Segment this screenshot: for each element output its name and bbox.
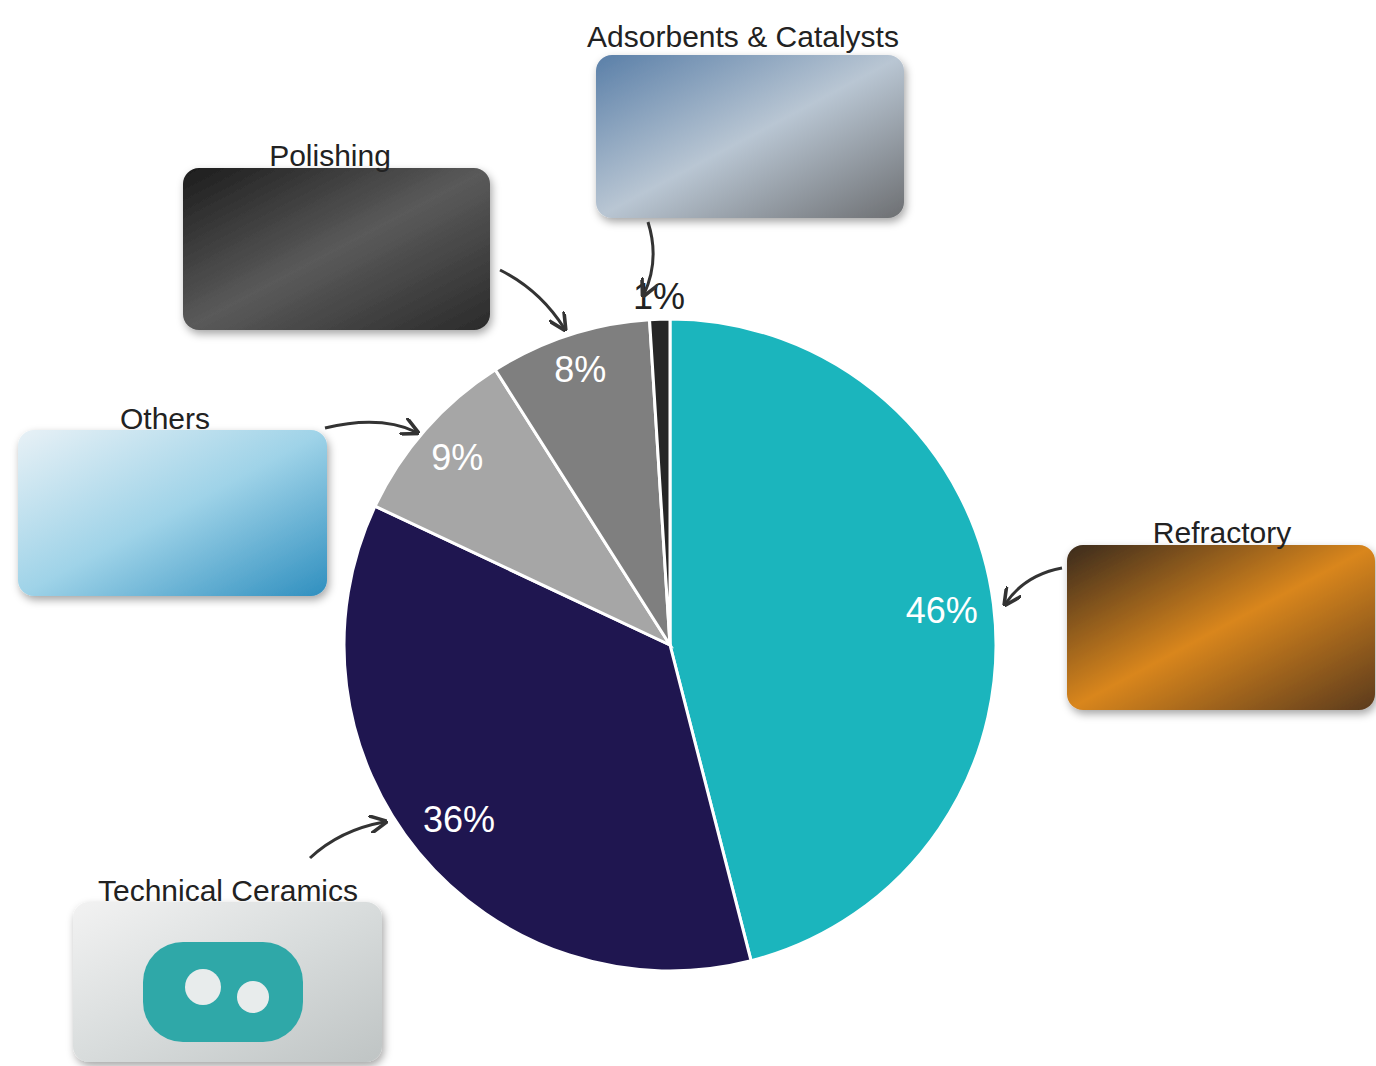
svg-text:Others: Others xyxy=(120,402,210,435)
svg-text:Polishing: Polishing xyxy=(269,139,391,172)
svg-text:Refractory: Refractory xyxy=(1153,516,1291,549)
svg-text:Adsorbents & Catalysts: Adsorbents & Catalysts xyxy=(587,20,899,53)
svg-text:Technical Ceramics: Technical Ceramics xyxy=(98,874,358,907)
svg-text:9%: 9% xyxy=(431,437,483,478)
svg-text:36%: 36% xyxy=(423,799,495,840)
svg-text:46%: 46% xyxy=(906,590,978,631)
svg-text:8%: 8% xyxy=(554,349,606,390)
svg-text:1%: 1% xyxy=(633,276,685,317)
